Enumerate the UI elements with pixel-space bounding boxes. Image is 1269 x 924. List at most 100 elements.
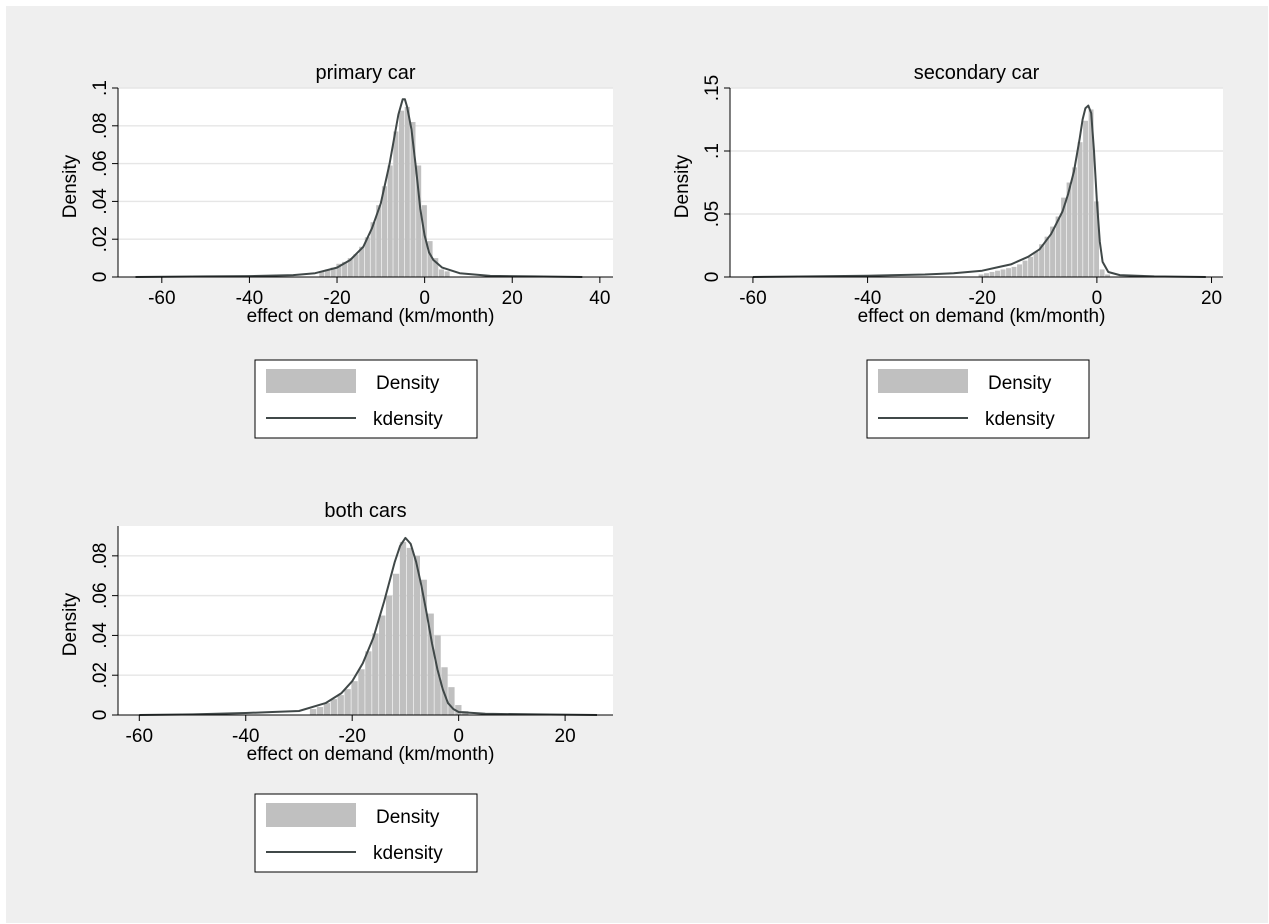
chart-3-histogram-bar <box>434 635 441 715</box>
chart-2-legend-hist-label: Density <box>988 373 1052 394</box>
chart-2-histogram-bar <box>1044 236 1050 277</box>
chart-3-histogram-bar <box>309 709 317 715</box>
chart-2-histogram-bar <box>1028 256 1033 277</box>
chart-1-x-tick-label: 0 <box>419 288 430 309</box>
chart-3-histogram-bar <box>385 595 393 715</box>
chart-3-histogram-bar <box>330 699 337 715</box>
chart-3-y-tick-label: .02 <box>90 662 111 688</box>
chart-3-histogram-bar <box>316 707 324 715</box>
chart-1-histogram-bar <box>438 269 444 277</box>
chart-2-y-tick-label: .15 <box>702 75 723 101</box>
chart-1-histogram-bar <box>421 205 427 277</box>
chart-2-histogram-bar <box>1083 120 1089 277</box>
chart-2-histogram-bar <box>1055 216 1061 277</box>
chart-3-histogram-bar <box>323 703 331 715</box>
chart-1-legend-hist-label: Density <box>376 373 440 394</box>
density-charts-svg: 0 .02 .04 .06 .08 .1 -60 -40 -20 0 20 40 primary car… <box>60 62 1223 873</box>
chart-2-histogram-bar <box>978 274 984 277</box>
chart-1-histogram-bar <box>319 271 325 277</box>
chart-2-histogram-bar <box>1039 244 1045 277</box>
chart-3-histogram-bar <box>392 573 400 715</box>
chart-3-histogram-bar <box>372 633 379 715</box>
chart-1-histogram-bar <box>336 263 342 277</box>
chart-1-histogram-bar <box>370 222 376 277</box>
chart-3-histogram-bar <box>379 615 386 715</box>
chart-1-histogram-bar <box>427 241 433 277</box>
chart-3-y-tick-label: 0 <box>90 710 111 721</box>
chart-1-histogram-bar <box>364 237 370 277</box>
chart-3-histogram-bar <box>337 695 344 715</box>
chart-3-histogram-bar <box>365 651 372 715</box>
chart-3-histogram-bar <box>344 689 351 715</box>
chart-3-histogram-bar <box>455 705 462 715</box>
chart-2-legend-line-label: kdensity <box>985 409 1055 430</box>
chart-3-histogram-bar <box>427 613 434 715</box>
chart-3-histogram-bar <box>448 687 455 715</box>
chart-1-legend-line-label: kdensity <box>373 409 443 430</box>
chart-2-histogram-bar <box>1011 266 1017 277</box>
chart-1-histogram-bar <box>410 122 416 278</box>
chart-2-histogram-bar <box>1072 167 1078 277</box>
chart-3-histogram-bar <box>399 541 407 715</box>
chart-2-x-tick-label: -20 <box>968 288 995 309</box>
chart-1-x-tick-label: -40 <box>236 288 263 309</box>
chart-2-histogram-bar <box>1061 197 1067 277</box>
chart-1-histogram-bar <box>404 106 410 278</box>
chart-3-x-tick-label: -20 <box>338 726 365 747</box>
chart-2-title: secondary car <box>914 62 1040 84</box>
chart-1-histogram-bar <box>433 258 439 277</box>
chart-1-histogram-bar <box>330 267 336 277</box>
chart-1-histogram-bar <box>399 110 405 278</box>
chart-1-histogram-bar <box>381 186 388 277</box>
chart-3-legend-hist-label: Density <box>376 807 440 828</box>
chart-1-title: primary car <box>315 62 415 84</box>
chart-2-histogram-bar <box>1050 226 1056 277</box>
chart-2-kdensity-line <box>752 104 1206 278</box>
chart-1-histogram-bar <box>444 271 450 277</box>
chart-1-x-tick-label: 40 <box>589 288 610 309</box>
chart-3-legend-line-label: kdensity <box>373 843 443 864</box>
chart-2-y-axis-label: Density <box>672 154 693 218</box>
chart-3-histogram-bar <box>358 669 365 715</box>
chart-1-histogram-bar <box>353 254 359 277</box>
chart-3-title: both cars <box>324 500 406 522</box>
chart-2-y-tick-label: .05 <box>702 201 723 227</box>
chart-2-x-tick-label: -60 <box>739 288 766 309</box>
chart-2-x-tick-label: -40 <box>854 288 881 309</box>
chart-1-y-tick-label: .02 <box>90 226 111 252</box>
chart-1-histogram-bar <box>359 246 365 277</box>
chart-1-histogram-bar <box>376 205 382 277</box>
chart-2-histogram-bar <box>1066 182 1072 277</box>
chart-2-x-axis-label: effect on demand (km/month) <box>858 306 1106 327</box>
chart-1-legend-hist-swatch <box>266 369 356 393</box>
chart-1-y-tick-label: .08 <box>90 113 111 139</box>
chart-3-legend-hist-swatch <box>266 803 356 827</box>
chart-1-x-tick-label: -20 <box>323 288 350 309</box>
chart-2-histogram-bar <box>995 270 1000 277</box>
chart-2-histogram-bar <box>984 273 989 277</box>
chart-3-x-tick-label: -40 <box>232 726 259 747</box>
chart-2-legend-hist-swatch <box>878 369 968 393</box>
chart-1-y-tick-label: .04 <box>90 188 111 215</box>
chart-2-histogram-bar <box>1077 142 1083 277</box>
chart-3-y-axis-label: Density <box>60 592 81 656</box>
chart-2-histogram-bar <box>1094 201 1100 277</box>
chart-3-y-tick-label: .06 <box>90 582 111 608</box>
figure: 0 .02 .04 .06 .08 .1 -60 -40 -20 0 20 40 primary car… <box>6 6 1268 923</box>
chart-1-histogram-bar <box>416 165 422 277</box>
chart-3-y-tick-label: .08 <box>90 543 111 569</box>
chart-1-x-tick-label: 20 <box>502 288 523 309</box>
chart-3-histogram-bar <box>413 555 420 715</box>
chart-1-y-axis-label: Density <box>60 154 81 218</box>
chart-2-y-tick-label: .1 <box>702 143 723 159</box>
chart-3-histogram-bar <box>420 579 427 715</box>
chart-2-histogram-bar <box>1017 264 1022 277</box>
chart-3-x-tick-label: 0 <box>453 726 464 747</box>
chart-2-histogram-bar <box>1000 269 1006 277</box>
chart-1-histogram-bar <box>347 258 353 277</box>
chart-2-x-tick-label: 20 <box>1201 288 1222 309</box>
chart-3-x-axis-label: effect on demand (km/month) <box>247 744 495 765</box>
chart-3-x-tick-label: 20 <box>555 726 576 747</box>
chart-2-histogram-bar <box>1105 274 1111 277</box>
chart-1-kdensity-line <box>135 98 583 278</box>
